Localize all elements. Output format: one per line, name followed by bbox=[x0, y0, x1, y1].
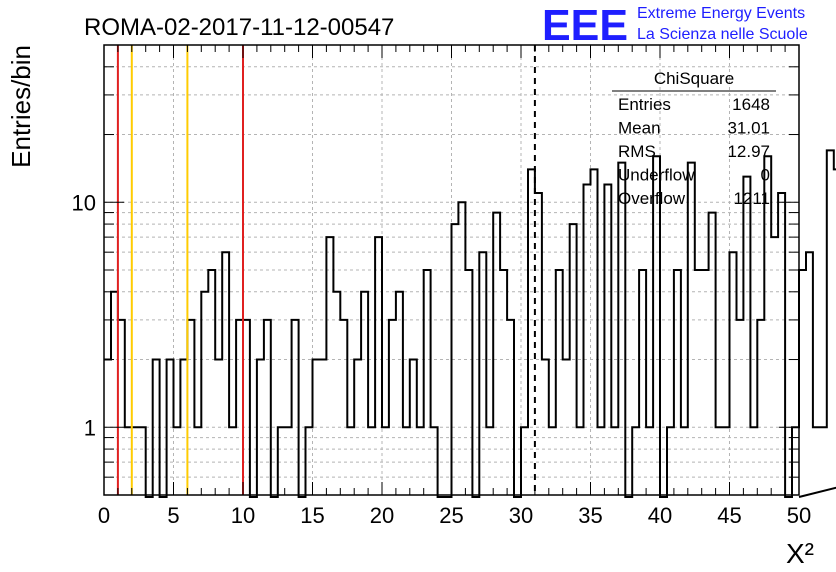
chart-title: ROMA-02-2017-11-12-00547 bbox=[84, 14, 394, 41]
y-tick-label: 10 bbox=[72, 190, 96, 215]
x-tick-label: 5 bbox=[167, 503, 179, 528]
x-tick-label: 20 bbox=[370, 503, 394, 528]
stats-value: 0 bbox=[761, 166, 770, 185]
stats-value: 31.01 bbox=[727, 119, 770, 138]
x-tick-label: 10 bbox=[231, 503, 255, 528]
x-tick-label: 15 bbox=[300, 503, 324, 528]
axis-ticks: 0 5 10 15 20 25 30 35 40 45 50 1 10 bbox=[72, 44, 811, 528]
stats-label: Overflow bbox=[618, 189, 686, 208]
stats-label: Mean bbox=[618, 119, 661, 138]
eee-logo: EEE Extreme Energy Events La Scienza nel… bbox=[542, 1, 808, 50]
histogram-step-line bbox=[104, 149, 836, 498]
x-tick-label: 0 bbox=[98, 503, 110, 528]
x-tick-label: 45 bbox=[717, 503, 741, 528]
stats-value: 1211 bbox=[733, 189, 770, 208]
stats-value: 12.97 bbox=[727, 142, 770, 161]
eee-logo-mark: EEE bbox=[542, 1, 628, 50]
x-tick-label: 30 bbox=[509, 503, 533, 528]
stats-label: Underflow bbox=[618, 166, 695, 185]
logo-line-1: Extreme Energy Events bbox=[637, 5, 805, 22]
x-tick-label: 50 bbox=[787, 503, 811, 528]
x-tick-label: 35 bbox=[578, 503, 602, 528]
stats-rows: Entries 1648 Mean 31.01 RMS 12.97 Underflow 0 Ov… bbox=[618, 95, 770, 208]
x-axis-label: X² bbox=[786, 538, 814, 569]
stats-label: Entries bbox=[618, 95, 671, 114]
y-axis-label: Entries/bin bbox=[6, 45, 36, 168]
marker-lines bbox=[116, 45, 536, 495]
stats-title: ChiSquare bbox=[654, 69, 734, 88]
stats-value: 1648 bbox=[732, 95, 770, 114]
y-tick-label: 1 bbox=[84, 415, 96, 440]
x-tick-label: 40 bbox=[648, 503, 672, 528]
stats-box: ChiSquare Entries 1648 Mean 31.01 RMS 12.97 Un… bbox=[612, 69, 776, 208]
logo-line-2: La Scienza nelle Scuole bbox=[637, 26, 808, 43]
stats-label: RMS bbox=[618, 142, 656, 161]
x-tick-label: 25 bbox=[439, 503, 463, 528]
